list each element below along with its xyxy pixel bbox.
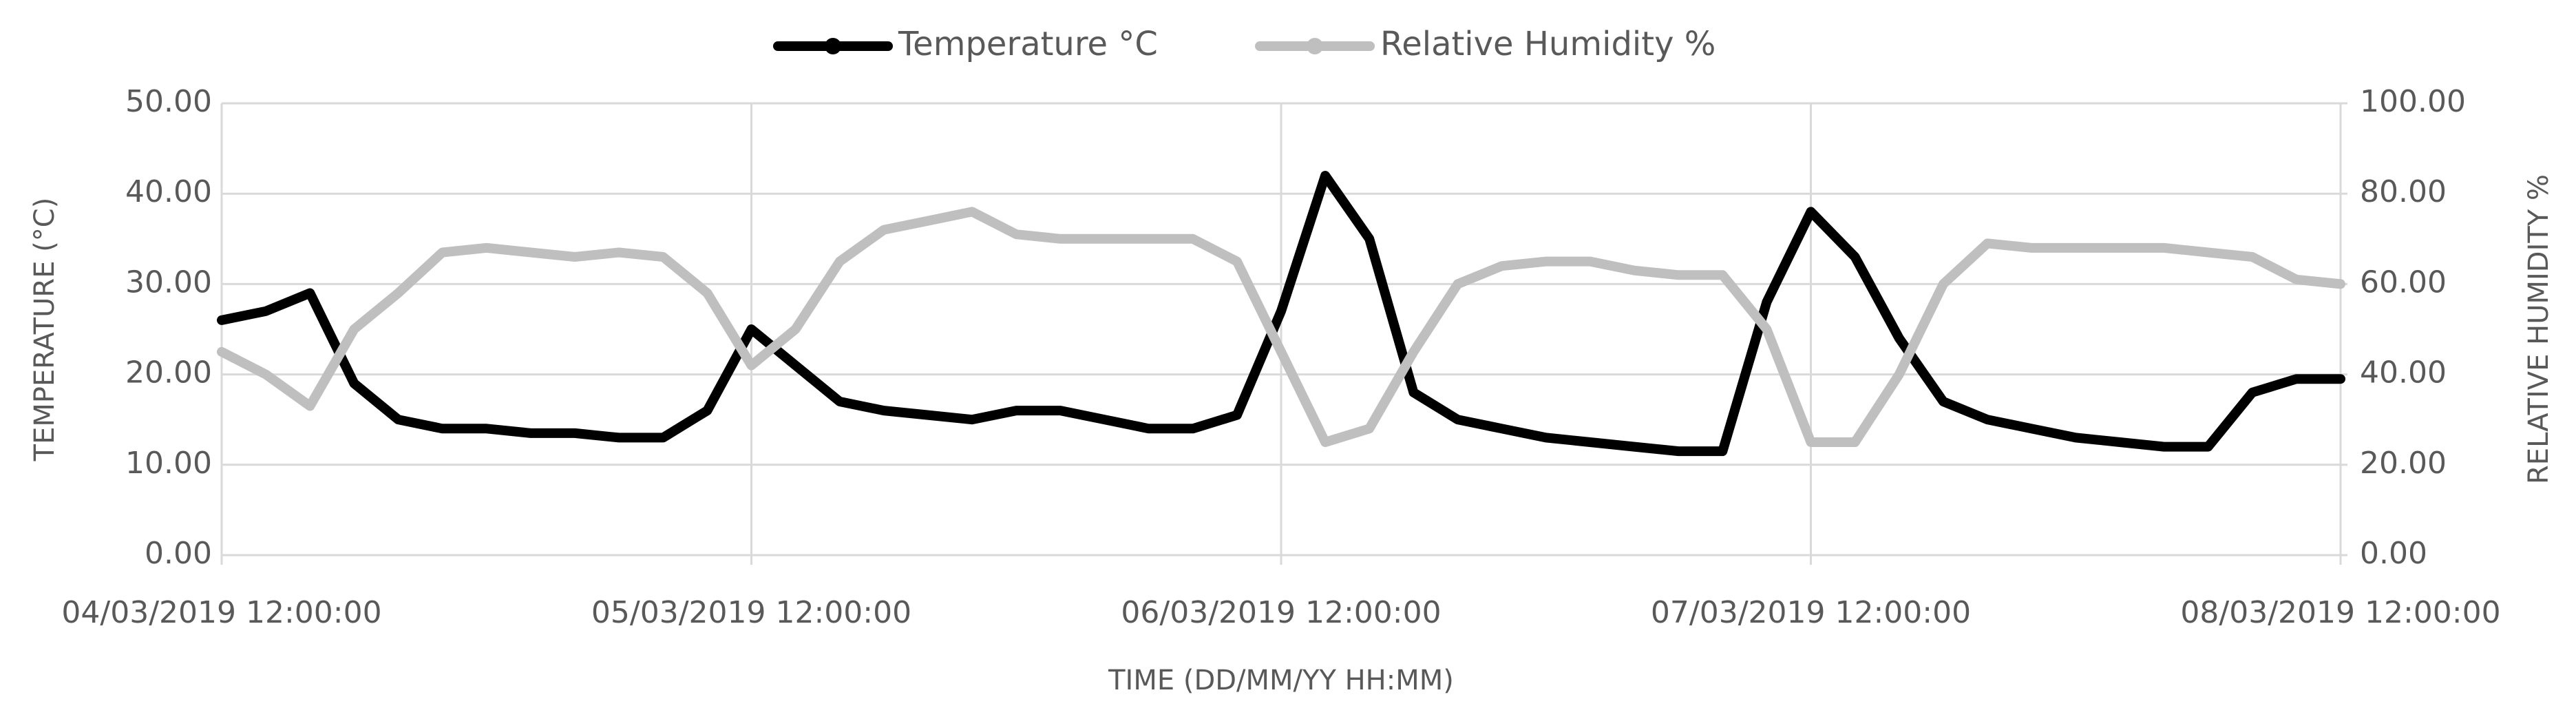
- y2-axis-title: RELATIVE HUMIDITY %: [2523, 174, 2555, 484]
- x-axis-title: TIME (DD/MM/YY HH:MM): [1108, 665, 1454, 696]
- y2-tick-label: 100.00: [2360, 84, 2466, 119]
- legend-label: Temperature °C: [898, 25, 1158, 63]
- data-line: [217, 171, 2345, 457]
- x-tick-label: 05/03/2019 12:00:00: [591, 595, 911, 630]
- y2-tick-label: 40.00: [2360, 355, 2447, 391]
- y-tick-label: 20.00: [125, 355, 212, 391]
- legend-marker: [825, 38, 841, 54]
- x-tick-label: 06/03/2019 12:00:00: [1121, 595, 1441, 630]
- legend-marker: [1307, 38, 1323, 54]
- y2-tick-label: 80.00: [2360, 174, 2447, 209]
- y-tick-label: 50.00: [125, 84, 212, 119]
- x-tick-label: 04/03/2019 12:00:00: [61, 595, 381, 630]
- y-tick-label: 10.00: [125, 446, 212, 481]
- y2-tick-label: 60.00: [2360, 264, 2447, 300]
- y-tick-label: 30.00: [125, 264, 212, 300]
- y2-tick-label: 0.00: [2360, 536, 2427, 571]
- y-tick-label: 0.00: [145, 536, 212, 571]
- x-tick-label: 08/03/2019 12:00:00: [2180, 595, 2500, 630]
- data-line: [217, 207, 2345, 447]
- legend-label: Relative Humidity %: [1380, 25, 1715, 63]
- y2-tick-label: 20.00: [2360, 446, 2447, 481]
- x-tick-label: 07/03/2019 12:00:00: [1651, 595, 1971, 630]
- y-tick-label: 40.00: [125, 174, 212, 209]
- y-axis-title: TEMPERATURE (°C): [29, 198, 61, 462]
